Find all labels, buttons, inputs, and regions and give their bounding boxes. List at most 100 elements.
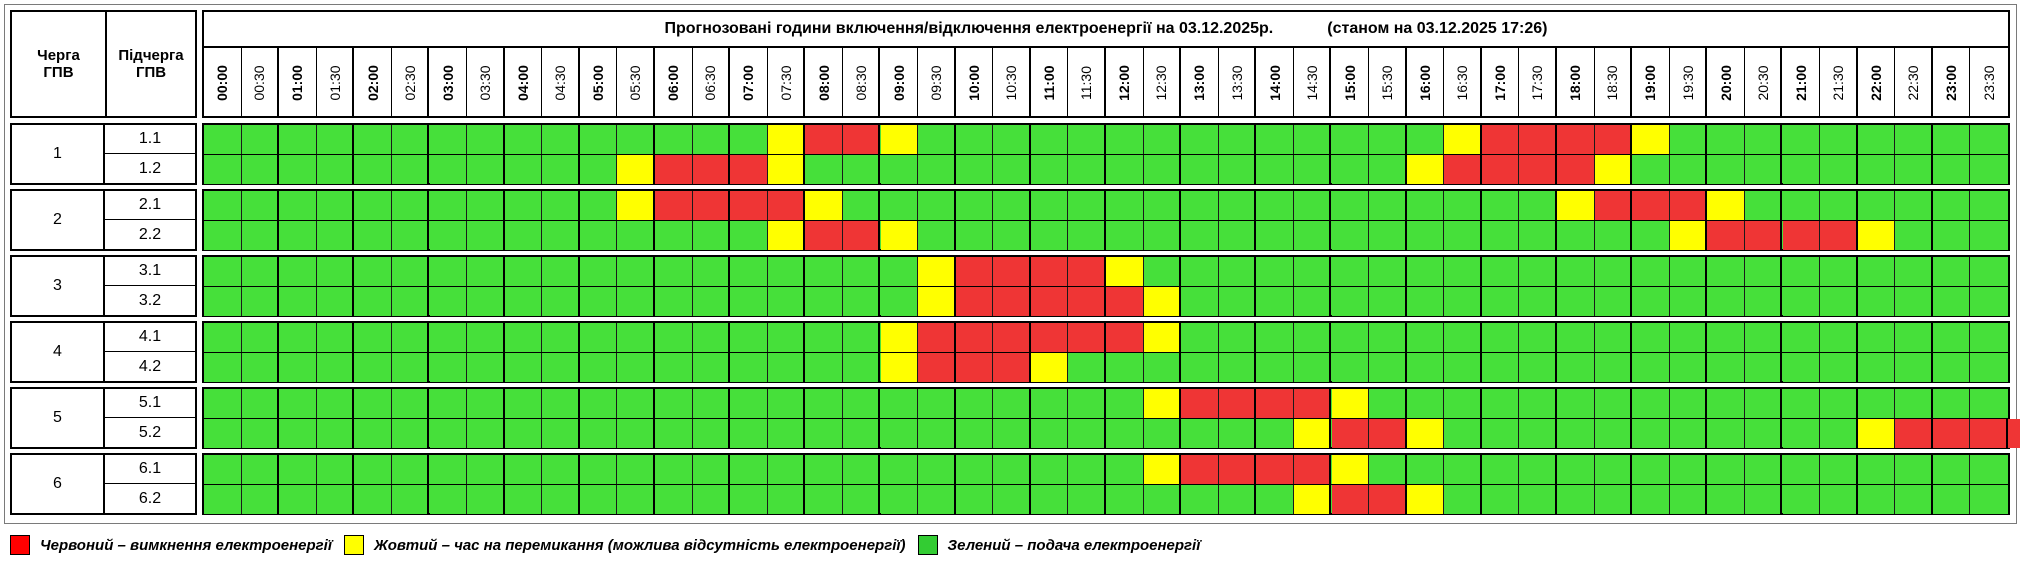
slot-3.2-21:00 bbox=[1782, 287, 1821, 316]
slot-4.2-18:30 bbox=[1594, 353, 1633, 382]
slot-6.2-00:30 bbox=[241, 485, 280, 514]
slot-5.2-08:30 bbox=[842, 419, 881, 448]
time-label-text: 23:00 bbox=[1943, 65, 1960, 101]
slot-4.1-21:00 bbox=[1782, 323, 1821, 352]
slot-2.1-16:30 bbox=[1444, 191, 1482, 220]
time-label-text: 18:00 bbox=[1567, 65, 1584, 101]
slot-4.1-20:00 bbox=[1707, 323, 1745, 352]
slot-4.2-12:00 bbox=[1106, 353, 1144, 382]
slot-6.2-23:30 bbox=[1970, 485, 2008, 514]
slot-1.1-18:00 bbox=[1557, 125, 1595, 154]
slot-2.2-04:00 bbox=[504, 221, 543, 250]
slot-5.2-02:00 bbox=[354, 419, 392, 448]
slot-3.2-03:00 bbox=[429, 287, 468, 316]
slot-1.2-13:30 bbox=[1218, 155, 1257, 184]
slot-3.1-02:00 bbox=[354, 257, 392, 286]
slot-1.2-19:30 bbox=[1669, 155, 1708, 184]
slot-6.1-04:30 bbox=[542, 455, 580, 484]
slot-5.2-04:30 bbox=[542, 419, 580, 448]
legend-yellow-swatch bbox=[344, 535, 364, 555]
time-label-text: 04:00 bbox=[514, 65, 531, 101]
slot-1.1-03:30 bbox=[467, 125, 505, 154]
slot-4.2-09:00 bbox=[880, 353, 919, 382]
slot-2.1-08:00 bbox=[805, 191, 843, 220]
subqueue-label: 2.1 bbox=[105, 191, 195, 220]
slot-5.1-20:30 bbox=[1744, 389, 1783, 418]
slot-5.1-00:30 bbox=[241, 389, 280, 418]
slot-4.1-00:00 bbox=[204, 323, 242, 352]
slot-1.1-18:30 bbox=[1594, 125, 1633, 154]
slot-6.2-10:30 bbox=[993, 485, 1031, 514]
slot-6.2-09:00 bbox=[880, 485, 919, 514]
slot-3.2-10:00 bbox=[955, 287, 994, 316]
time-label: 17:00 bbox=[1482, 48, 1520, 118]
time-label-text: 21:00 bbox=[1792, 65, 1809, 101]
slot-3.1-13:30 bbox=[1218, 257, 1257, 286]
slot-2.2-00:30 bbox=[241, 221, 280, 250]
slot-6.1-01:30 bbox=[316, 455, 355, 484]
slot-2.2-19:00 bbox=[1632, 221, 1670, 250]
time-label: 00:30 bbox=[242, 48, 280, 118]
slot-1.2-03:00 bbox=[429, 155, 468, 184]
slot-2.1-17:00 bbox=[1481, 191, 1520, 220]
slot-5.1-05:00 bbox=[579, 389, 618, 418]
slot-4.1-13:30 bbox=[1218, 323, 1257, 352]
slot-1.1-05:30 bbox=[617, 125, 655, 154]
slot-6.2-01:30 bbox=[316, 485, 355, 514]
slot-2.1-04:30 bbox=[542, 191, 580, 220]
slot-5.2-16:30 bbox=[1444, 419, 1482, 448]
time-label: 05:30 bbox=[617, 48, 655, 118]
slot-4.1-01:30 bbox=[316, 323, 355, 352]
slot-3.2-00:30 bbox=[241, 287, 280, 316]
slot-4.2-00:00 bbox=[204, 353, 242, 382]
slot-1.1-23:30 bbox=[1970, 125, 2008, 154]
slot-1.1-02:00 bbox=[354, 125, 392, 154]
slot-5.1-14:30 bbox=[1293, 389, 1332, 418]
time-label-text: 02:30 bbox=[401, 65, 418, 101]
slot-3.1-10:00 bbox=[955, 257, 994, 286]
slot-5.1-04:30 bbox=[542, 389, 580, 418]
slot-5.1-16:00 bbox=[1406, 389, 1445, 418]
time-label-text: 00:30 bbox=[251, 65, 268, 101]
slot-2.1-12:00 bbox=[1106, 191, 1144, 220]
slot-4.1-12:30 bbox=[1143, 323, 1182, 352]
slot-3.2-11:30 bbox=[1068, 287, 1106, 316]
schedule-frame bbox=[4, 4, 2017, 524]
slot-4.2-17:30 bbox=[1519, 353, 1557, 382]
slot-1.1-22:00 bbox=[1857, 125, 1896, 154]
slot-5.1-10:30 bbox=[993, 389, 1031, 418]
slot-1.1-17:00 bbox=[1481, 125, 1520, 154]
time-label-text: 11:00 bbox=[1041, 65, 1058, 101]
slot-3.2-21:30 bbox=[1820, 287, 1858, 316]
slot-3.1-15:00 bbox=[1331, 257, 1370, 286]
slot-6.2-05:00 bbox=[579, 485, 618, 514]
time-label-text: 01:30 bbox=[326, 65, 343, 101]
time-label-text: 07:00 bbox=[740, 65, 757, 101]
slot-6.2-18:30 bbox=[1594, 485, 1633, 514]
slot-5.2-12:00 bbox=[1106, 419, 1144, 448]
slot-2.2-05:30 bbox=[617, 221, 655, 250]
slot-5.2-18:30 bbox=[1594, 419, 1633, 448]
slot-3.2-00:00 bbox=[204, 287, 242, 316]
slot-1.2-05:00 bbox=[579, 155, 618, 184]
slot-5.2-07:30 bbox=[767, 419, 806, 448]
slot-2.1-00:30 bbox=[241, 191, 280, 220]
slot-6.1-07:00 bbox=[730, 455, 768, 484]
time-label: 07:00 bbox=[730, 48, 768, 118]
time-label-text: 13:00 bbox=[1191, 65, 1208, 101]
slot-3.1-11:00 bbox=[1030, 257, 1069, 286]
slot-5.1-07:00 bbox=[730, 389, 768, 418]
slot-6.2-06:30 bbox=[692, 485, 731, 514]
slot-5.1-01:00 bbox=[279, 389, 317, 418]
slot-3.1-09:00 bbox=[880, 257, 919, 286]
slot-2.1-02:30 bbox=[391, 191, 430, 220]
slot-4.1-12:00 bbox=[1106, 323, 1144, 352]
slot-4.2-16:30 bbox=[1444, 353, 1482, 382]
slot-6.2-18:00 bbox=[1557, 485, 1595, 514]
time-label: 15:00 bbox=[1332, 48, 1370, 118]
slot-6.1-15:00 bbox=[1331, 455, 1370, 484]
slot-6.1-16:00 bbox=[1406, 455, 1445, 484]
slot-6.2-15:00 bbox=[1331, 485, 1370, 514]
slot-5.2-09:00 bbox=[880, 419, 919, 448]
slot-5.1-19:00 bbox=[1632, 389, 1670, 418]
